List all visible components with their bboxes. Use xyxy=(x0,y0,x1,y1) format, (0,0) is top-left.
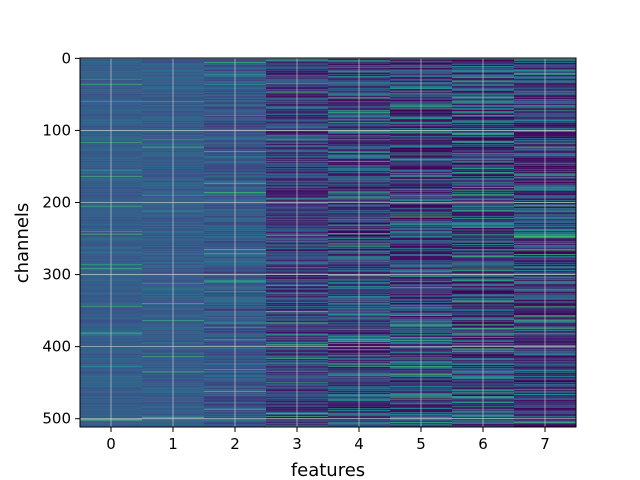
y-tick-label: 500 xyxy=(42,410,71,428)
y-tick-label: 0 xyxy=(61,49,71,67)
y-tick-label: 300 xyxy=(42,266,71,284)
x-tick-label: 2 xyxy=(230,435,240,453)
y-axis-label: channels xyxy=(12,203,33,284)
heatmap-cells xyxy=(80,58,576,427)
x-tick-label: 7 xyxy=(540,435,550,453)
y-tick-label: 100 xyxy=(42,121,71,139)
x-axis-ticks: 0 1 2 3 4 5 6 7 xyxy=(106,427,550,453)
y-tick-label: 200 xyxy=(42,194,71,212)
x-tick-label: 6 xyxy=(478,435,488,453)
x-tick-label: 1 xyxy=(168,435,178,453)
y-axis-ticks: 0 100 200 300 400 500 xyxy=(42,49,80,427)
x-axis-label: features xyxy=(291,460,365,480)
x-tick-label: 4 xyxy=(354,435,364,453)
x-tick-label: 5 xyxy=(416,435,426,453)
x-tick-label: 3 xyxy=(292,435,302,453)
y-tick-label: 400 xyxy=(42,338,71,356)
x-tick-label: 0 xyxy=(106,435,116,453)
